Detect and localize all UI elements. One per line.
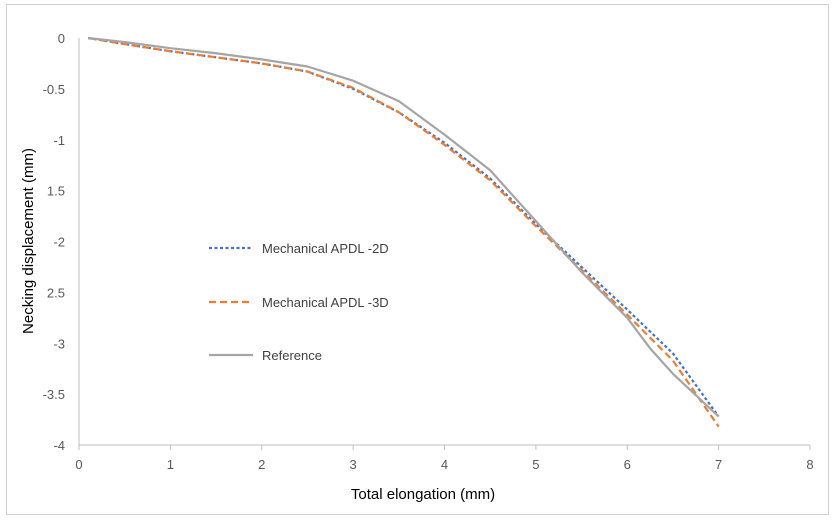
x-tick-label: 3 <box>350 457 357 472</box>
x-tick-label: 2 <box>258 457 265 472</box>
x-tick-label: 0 <box>75 457 82 472</box>
legend-label: Reference <box>262 348 322 363</box>
x-tick-label: 4 <box>441 457 448 472</box>
x-axis-title: Total elongation (mm) <box>351 486 495 503</box>
y-tick-label: 0 <box>58 31 65 46</box>
y-tick-label: -1 <box>53 133 65 148</box>
y-tick-label: -0.5 <box>43 82 65 97</box>
series-line-mechanical-apdl-2d <box>87 36 720 418</box>
series-line-reference <box>88 36 720 418</box>
y-tick-label: 1.5 <box>47 184 65 199</box>
y-tick-label: -2 <box>53 235 65 250</box>
x-tick-label: 6 <box>624 457 631 472</box>
chart-frame <box>6 4 829 515</box>
x-tick-label: 7 <box>715 457 722 472</box>
y-tick-label: -3 <box>53 336 65 351</box>
legend-label: Mechanical APDL -3D <box>262 295 389 310</box>
y-axis-title: Necking displacement (mm) <box>20 148 37 334</box>
y-tick-label: 2.5 <box>47 285 65 300</box>
x-tick-label: 1 <box>167 457 174 472</box>
legend-label: Mechanical APDL -2D <box>262 241 389 256</box>
x-tick-label: 8 <box>806 457 813 472</box>
y-tick-label: -3.5 <box>43 387 65 402</box>
y-tick-label: -4 <box>53 438 65 453</box>
x-tick-label: 5 <box>532 457 539 472</box>
series-line-mechanical-apdl-3d <box>87 36 720 428</box>
